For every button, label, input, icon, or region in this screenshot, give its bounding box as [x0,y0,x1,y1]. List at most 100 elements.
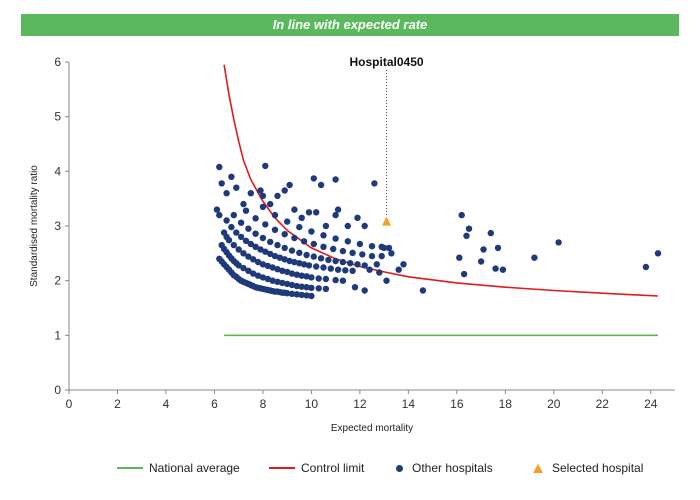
other-hospital-point [388,250,395,257]
other-hospital-point [281,256,288,263]
other-hospital-point [269,264,276,271]
other-hospital-point [259,203,267,211]
other-hospital-point [477,258,485,265]
other-hospital-point [284,280,291,288]
other-hospital-point [288,281,296,289]
annotation-label: Hospital0450 [350,55,424,69]
other-hospital-point [288,247,296,254]
x-tick-label: 8 [260,397,267,411]
other-hospital-point [276,254,284,261]
other-hospital-point [378,243,385,250]
legend-item-other-hospitals: Other hospitals [394,458,493,478]
other-hospital-point [230,211,237,219]
other-hospital-point [376,269,383,276]
other-hospital-point [320,232,327,239]
other-hospital-point [359,251,366,258]
other-hospital-point [322,275,330,283]
other-hospital-point [250,256,257,263]
series-lines [223,64,659,337]
other-hospital-point [332,176,339,183]
other-hospital-point [499,266,507,273]
other-hospital-point [259,192,267,200]
other-hospital-point [271,211,279,219]
other-hospital-point [308,228,315,235]
other-hospital-point [315,275,322,282]
other-hospital-point [262,221,269,228]
other-hospital-point [310,240,317,248]
status-banner: In line with expected rate [21,14,679,36]
other-hospital-point [305,262,313,269]
other-hospital-point [267,238,274,246]
other-hospital-point [267,250,274,258]
legend: National average Control limit Other hos… [0,458,700,478]
other-hospital-point [291,206,298,213]
other-hospital-point [361,287,368,294]
x-tick-label: 6 [211,397,218,411]
x-axis-title: Expected mortality [331,423,413,434]
other-hospital-point [303,273,310,280]
other-hospital-point [228,223,235,231]
other-hospital-point [259,274,267,281]
other-hospital-point [271,226,279,233]
other-hospital-point [354,261,361,268]
other-hospital-point [339,247,347,255]
other-hospital-point [320,243,327,250]
other-hospital-point [279,267,286,274]
other-hospital-point [274,278,281,285]
other-hospital-point [308,292,315,300]
other-hospital-point [230,241,237,249]
legend-swatch-line [117,467,143,469]
other-hospital-point [250,270,257,277]
annotation: Hospital0450 [350,55,424,216]
other-hospital-point [247,190,254,197]
other-hospital-point [245,225,252,232]
other-hospital-point [242,207,250,214]
other-hospital-point [269,277,276,284]
other-hospital-point [332,235,339,242]
other-hospital-point [313,209,320,216]
other-hospital-point [259,261,267,268]
other-hospital-point [216,163,223,171]
y-tick-label: 5 [54,110,61,124]
x-tick-label: 2 [114,397,121,411]
other-hospital-point [298,272,305,279]
other-hospital-point [344,222,351,230]
other-hospital-point [305,209,313,216]
other-hospital-point [254,272,262,279]
other-hospital-point [642,263,650,271]
other-hospital-point [317,181,325,189]
other-hospital-point [347,260,354,267]
other-hospital-point [383,277,390,284]
other-hospital-point [279,279,286,287]
other-hospital-point [237,219,245,226]
other-hospital-point [293,282,301,290]
other-hospital-point [216,211,223,219]
other-hospital-point [342,267,349,274]
legend-label: Other hospitals [412,461,493,475]
legend-label: Selected hospital [552,461,644,475]
y-tick-label: 3 [54,219,61,233]
other-hospital-point [245,267,252,274]
x-tick-label: 0 [66,397,73,411]
other-hospital-point [313,263,320,270]
other-hospital-point [233,184,240,191]
x-tick-label: 12 [353,397,367,411]
other-hospital-point [281,244,288,252]
x-tick-label: 4 [163,397,170,411]
other-hospital-point [252,215,259,222]
other-hospital-point [373,261,380,268]
legend-swatch-line [269,467,295,469]
other-hospital-point [356,240,364,248]
other-hospital-point [349,249,356,256]
y-tick-label: 0 [54,383,61,397]
other-hospital-point [419,287,427,294]
legend-item-selected-hospital: Selected hospital [531,458,643,478]
other-hospital-point [296,223,303,231]
other-hospital-point [223,217,230,224]
other-hospital-point [274,241,281,249]
other-hospital-point [354,214,361,221]
other-hospital-point [361,262,368,269]
other-hospital-point [298,214,305,221]
legend-label: Control limit [301,461,365,475]
